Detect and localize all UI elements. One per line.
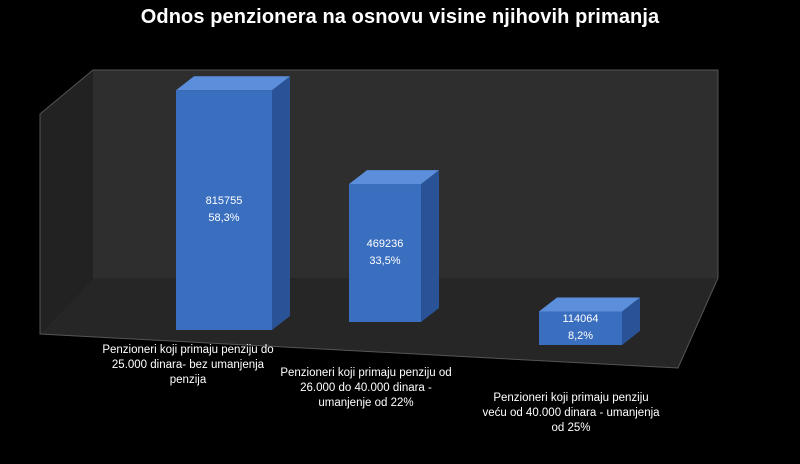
category-label-line: 25.000 dinara- bez umanjenja: [111, 359, 265, 371]
bar-3-percent: 8,2%: [567, 330, 594, 343]
bar-2-value: 469236: [366, 238, 404, 251]
category-label-line: 26.000 do 40.000 dinara -: [300, 382, 432, 394]
bar-1-data-label: 815755 58,3%: [176, 193, 272, 227]
category-label-line: od 25%: [551, 422, 591, 434]
category-label-line: umanjenje od 22%: [318, 397, 414, 409]
bar-2: [349, 184, 421, 322]
bar-2-top: [349, 170, 439, 185]
bar-1: [176, 90, 272, 331]
wall-edges: [39, 69, 719, 369]
bar-2-data-label: 469236 33,5%: [349, 236, 421, 270]
bars-group: [176, 76, 640, 345]
chart-title: Odnos penzionera na osnovu visine njihov…: [140, 6, 660, 28]
bar-3-top: [539, 297, 640, 312]
category-label-line: veću od 40.000 dinara - umanjenja: [482, 407, 660, 419]
category-label-2: Penzioneri koji primaju penziju od 26.000…: [266, 366, 466, 411]
bar-1-side: [272, 76, 290, 331]
bar-3-side: [622, 297, 640, 345]
category-label-line: Penzioneri koji primaju penziju do: [102, 344, 274, 356]
category-label-3: Penzioneri koji primaju penziju veću od 4…: [466, 391, 676, 436]
left-wall: [40, 70, 93, 334]
bar-2-percent: 33,5%: [369, 255, 401, 268]
category-label-1: Penzioneri koji primaju penziju do 25.000…: [88, 343, 288, 388]
bar-1-value: 815755: [205, 195, 243, 208]
bar-3-data-label: 114064 8,2%: [539, 311, 622, 345]
category-label-line: Penzioneri koji primaju penziju od: [280, 367, 452, 379]
bar-1-percent: 58,3%: [208, 212, 240, 225]
category-label-line: penzija: [169, 374, 207, 386]
bar-3-value: 114064: [562, 313, 599, 326]
bar-1-top: [176, 76, 290, 91]
category-label-line: Penzioneri koji primaju penziju: [493, 392, 649, 404]
bar-3: [539, 311, 622, 345]
bar-2-side: [421, 170, 439, 322]
